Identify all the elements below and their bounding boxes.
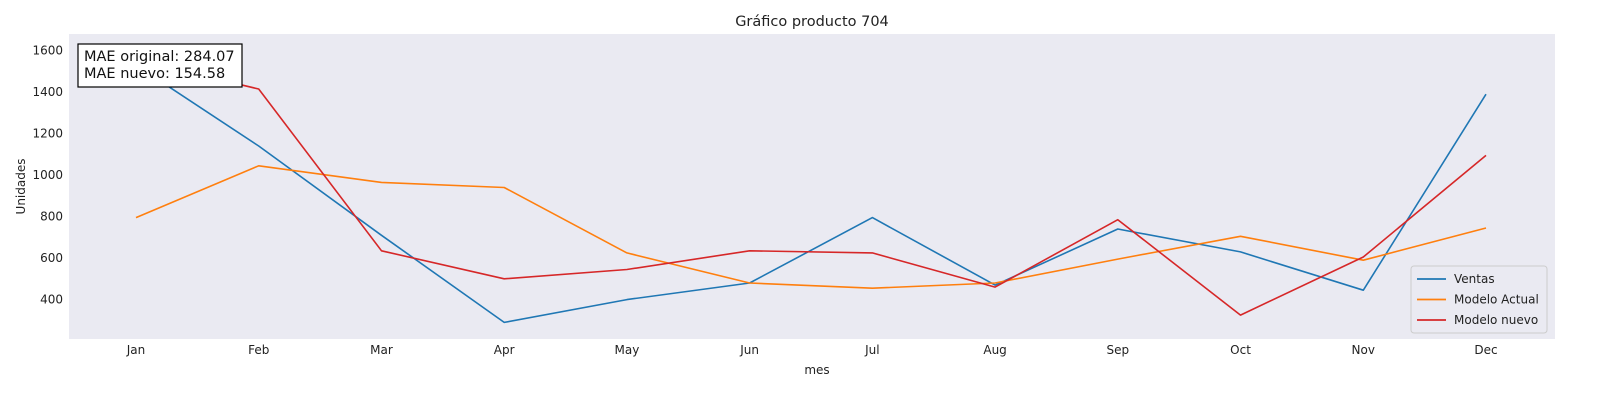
x-tick-label: Oct: [1230, 343, 1251, 357]
x-tick-label: Feb: [248, 343, 269, 357]
y-tick-label: 1200: [32, 127, 63, 141]
y-tick-label: 1000: [32, 168, 63, 182]
legend-entry: Modelo Actual: [1454, 293, 1539, 307]
x-axis-label: mes: [804, 363, 829, 377]
y-tick-label: 1600: [32, 44, 63, 58]
legend-entry: Modelo nuevo: [1454, 313, 1538, 327]
series-line-modelo-nuevo: [135, 59, 1487, 316]
x-axis-ticks: Jan Feb Mar Apr May Jun Jul Aug Sep Oct Nov Dec: [126, 343, 1498, 357]
x-tick-label: Dec: [1474, 343, 1497, 357]
mae-original-text: MAE original: 284.07: [84, 49, 235, 65]
x-tick-label: Jan: [126, 343, 146, 357]
x-tick-label: Mar: [370, 343, 393, 357]
x-tick-label: Aug: [983, 343, 1006, 357]
x-tick-label: Jul: [864, 343, 879, 357]
y-axis-ticks: 400 600 800 1000 1200 1400 1600: [32, 44, 63, 307]
series-line-modelo-actual: [135, 165, 1487, 290]
x-tick-label: Apr: [494, 343, 515, 357]
mae-nuevo-text: MAE nuevo: 154.58: [84, 66, 225, 82]
y-axis-label: Unidades: [14, 159, 28, 215]
y-tick-label: 1400: [32, 85, 63, 99]
legend-frame: [1410, 265, 1548, 334]
mae-annotation-box: MAE original: 284.07 MAE nuevo: 154.58: [77, 43, 243, 88]
x-tick-label: May: [615, 343, 640, 357]
chart-title: Gráfico producto 704: [735, 14, 889, 30]
legend-entry: Ventas: [1454, 272, 1495, 286]
series-line-ventas: [135, 64, 1487, 324]
x-tick-label: Nov: [1352, 343, 1375, 357]
x-tick-label: Jun: [739, 343, 759, 357]
y-tick-label: 600: [40, 251, 63, 265]
x-tick-label: Sep: [1107, 343, 1130, 357]
legend: Ventas Modelo Actual Modelo nuevo: [1410, 265, 1548, 334]
plot-area: [69, 34, 1555, 339]
y-tick-label: 800: [40, 210, 63, 224]
y-tick-label: 400: [40, 293, 63, 307]
series-layer: [135, 59, 1487, 324]
